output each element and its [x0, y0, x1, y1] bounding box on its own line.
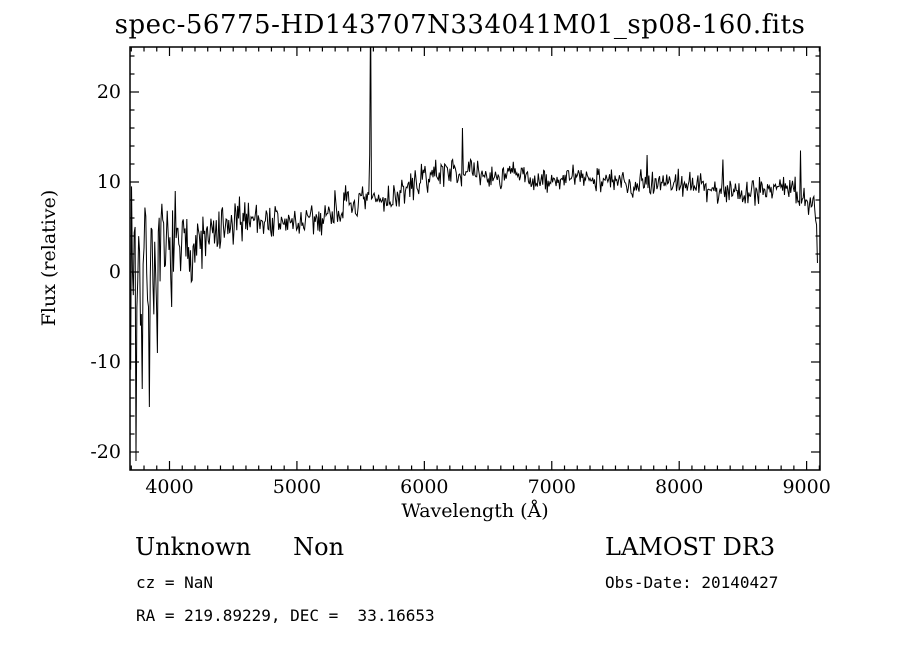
coordinates-label: RA = 219.89229, DEC = 33.16653: [136, 606, 435, 625]
obs-date-label: Obs-Date: 20140427: [605, 573, 779, 592]
y-tick-label: 20: [97, 81, 121, 103]
y-tick-label: -20: [90, 441, 121, 463]
x-axis-label: Wavelength (Å): [401, 500, 549, 522]
cz-label: cz = NaN: [136, 573, 214, 592]
x-tick-label: 9000: [782, 476, 830, 498]
y-axis-label: Flux (relative): [38, 189, 60, 327]
subclass-label: Non: [293, 533, 345, 561]
spectrum-line: [130, 47, 818, 462]
y-tick-label: 0: [109, 261, 121, 283]
x-tick-label: 7000: [528, 476, 576, 498]
plot-title: spec-56775-HD143707N334041M01_sp08-160.f…: [114, 10, 806, 40]
y-tick-label: 10: [97, 171, 121, 193]
plot-frame: [129, 46, 821, 471]
survey-label: LAMOST DR3: [605, 533, 776, 561]
x-tick-label: 6000: [400, 476, 448, 498]
class-label: Unknown: [135, 533, 252, 561]
x-tick-label: 4000: [145, 476, 193, 498]
x-tick-label: 8000: [655, 476, 703, 498]
x-tick-label: 5000: [273, 476, 321, 498]
y-tick-label: -10: [90, 351, 121, 373]
classification-row: Unknown Non: [135, 533, 344, 561]
